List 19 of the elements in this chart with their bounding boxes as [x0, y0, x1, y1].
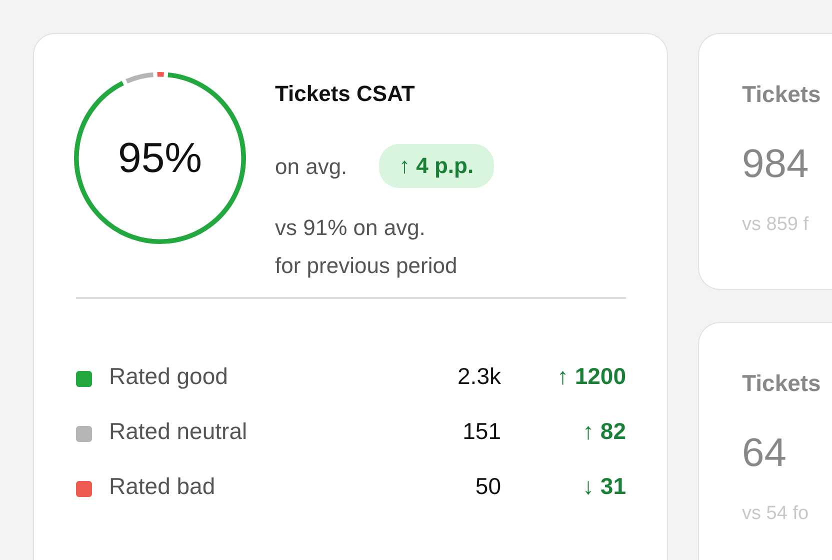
text: ↑ 1200 — [556, 363, 626, 390]
data-label: 2.3k — [458, 363, 501, 390]
legend-label: Rated neutral — [109, 418, 248, 445]
text: ↑ 4 p.p. — [379, 144, 494, 188]
text: Tickets — [742, 370, 821, 397]
chart-title: Tickets CSAT — [275, 81, 415, 107]
text: for previous period — [275, 253, 458, 279]
data-label: 50 — [475, 473, 501, 500]
text: ↑ 82 — [582, 418, 626, 445]
legend-label: Rated good — [109, 363, 228, 390]
text: vs 91% on avg. — [275, 215, 426, 241]
text: 95% — [116, 134, 204, 182]
text: 64 — [742, 431, 786, 476]
text: 984 — [742, 142, 809, 187]
data-label: 151 — [462, 418, 501, 445]
text: on avg. — [275, 154, 348, 180]
text: Tickets — [742, 81, 821, 108]
legend-label: Rated bad — [109, 473, 216, 500]
text: ↓ 31 — [582, 473, 626, 500]
